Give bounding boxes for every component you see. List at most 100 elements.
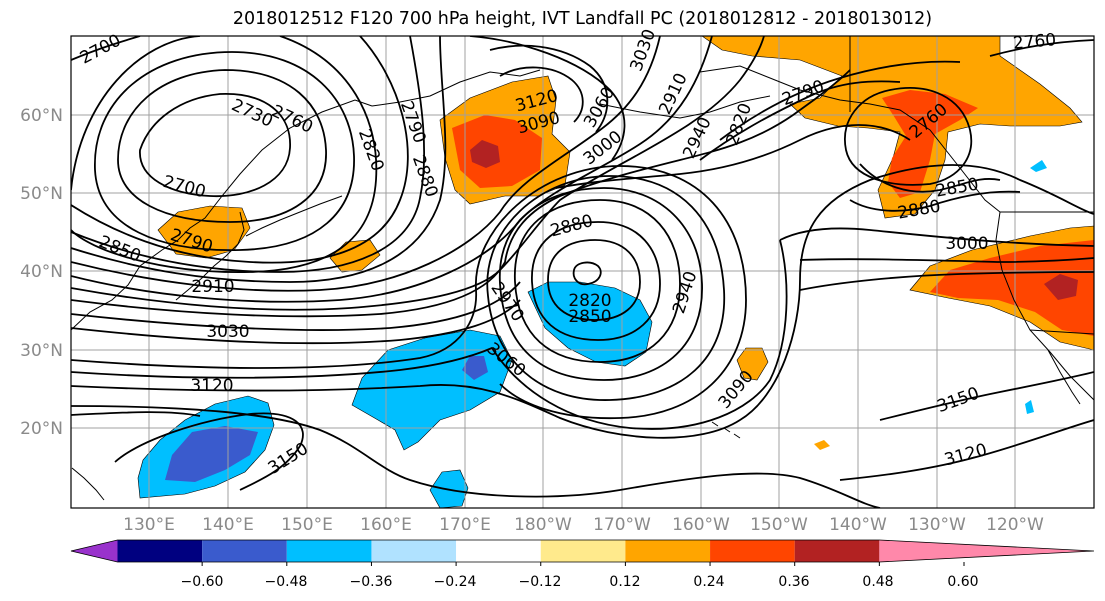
ivt-negative-low-center — [527, 281, 653, 367]
colorbar-bin — [540, 540, 626, 562]
lon-label: 140°E — [202, 515, 254, 535]
lon-label: 170°E — [439, 515, 491, 535]
colorbar-bin — [794, 540, 880, 562]
map-frame — [70, 35, 1095, 509]
lon-label: 140°W — [829, 515, 887, 535]
contour-3060-kamchatka — [71, 36, 626, 345]
contour-cutoff-low-2850 — [531, 221, 661, 341]
longitude-labels: 130°E 140°E 150°E 160°E 170°E 180°W 170°… — [123, 515, 1044, 535]
coastline-philippines — [71, 467, 105, 501]
contour-label: 2820 — [723, 101, 757, 148]
graticule — [71, 36, 1094, 508]
coastline-japan — [175, 211, 245, 301]
colorbar-tick-label: −0.12 — [519, 574, 562, 590]
contour-label: 3120 — [190, 376, 233, 396]
colorbar-tick-label: 0.60 — [947, 574, 978, 590]
contour-label: 2910 — [655, 70, 691, 118]
colorbar-bin — [371, 540, 457, 562]
ivt-positive-alaska — [701, 36, 1083, 219]
contour-label: 2850 — [568, 307, 611, 327]
colorbar-tick-label: −0.48 — [265, 574, 308, 590]
colorbar-tick-label: 0.24 — [693, 574, 724, 590]
contour-3060-central — [71, 239, 788, 430]
coastline-kuril-islands — [245, 195, 343, 237]
coastline-alaska — [699, 65, 1001, 213]
contour-label: 3030 — [627, 27, 661, 74]
contour-3150-south — [114, 412, 304, 491]
contour-3120-south — [71, 405, 881, 508]
contour-2760-east — [844, 87, 973, 186]
colorbar-tick-label: −0.36 — [350, 574, 393, 590]
contour-3090-kamchatka — [489, 44, 609, 133]
lon-label: 160°E — [360, 515, 412, 535]
colorbar-bin — [71, 540, 118, 562]
colorbar-tick-label: −0.60 — [181, 574, 224, 590]
contour-label: 2790 — [396, 99, 430, 146]
contour-2760-northeast — [989, 39, 1094, 57]
ivt-positive-japan — [157, 205, 251, 259]
contour-cutoff-low-2880 — [514, 199, 681, 363]
contour-cutoff-low-inner — [572, 261, 602, 286]
ivt-max-positive-kamchatka — [470, 140, 500, 168]
contour-3150-east — [879, 371, 1094, 421]
colorbar-bin — [202, 540, 287, 562]
ivt-strong-negative-west-pacific — [165, 426, 258, 482]
latitude-labels: 60°N 50°N 40°N 30°N 20°N — [20, 106, 63, 439]
contour-2970-trough — [71, 165, 747, 420]
contour-3030-east — [799, 257, 1094, 263]
height-contours — [71, 36, 1094, 508]
colorbar-bin — [710, 540, 795, 562]
colorbar-bin — [456, 540, 541, 562]
contour-2850-west — [71, 36, 426, 273]
colorbar-tick-label: 0.48 — [862, 574, 893, 590]
contour-2850-east — [859, 163, 1001, 193]
colorbar-bin — [117, 540, 203, 562]
ivt-positive-dot — [814, 440, 830, 450]
coastlines — [71, 36, 1094, 501]
lon-label: 150°W — [750, 515, 808, 535]
contour-2970-north — [71, 36, 765, 311]
contour-3060-east — [799, 271, 1094, 291]
contour-label: 2820 — [354, 127, 388, 174]
contour-2700-low — [139, 93, 291, 197]
ivt-strong-negative-central-pacific — [462, 356, 488, 380]
contour-2910-west — [71, 36, 661, 292]
lon-label: 130°W — [908, 515, 966, 535]
contour-label: 2700 — [161, 172, 208, 203]
lat-label: 30°N — [20, 341, 63, 361]
contour-cutoff-low-2820 — [547, 239, 641, 321]
ivt-negative-dot-a — [1030, 160, 1047, 172]
contour-label: 3060 — [580, 84, 619, 131]
contour-2760-west — [94, 51, 355, 251]
contour-label: 2940 — [679, 114, 715, 162]
lon-label: 180°W — [514, 515, 572, 535]
colorbar-bin — [286, 540, 372, 562]
colorbar-outline — [70, 539, 1095, 563]
colorbar-bin — [879, 540, 1094, 562]
contour-label: 3120 — [942, 440, 989, 471]
lat-label: 50°N — [20, 184, 63, 204]
contour-cutoff-low-2910 — [499, 187, 703, 381]
colorbar-bin — [625, 540, 711, 562]
contour-label: 2760 — [1012, 30, 1057, 54]
contour-2700-northwest — [71, 36, 141, 61]
lon-label: 150°E — [281, 515, 333, 535]
colorbar-ticks — [201, 562, 965, 566]
contour-label: 2880 — [548, 211, 595, 242]
contour-label: 3000 — [580, 127, 626, 169]
contour-label: 2820 — [568, 291, 611, 311]
ivt-shading — [137, 36, 1094, 508]
ivt-strong-positive-west-coast — [930, 240, 1094, 336]
contour-2730 — [117, 69, 327, 223]
colorbar-tick-labels: −0.60 −0.48 −0.36 −0.24 −0.12 0.12 0.24 … — [181, 574, 979, 590]
colorbar-tick-label: −0.24 — [434, 574, 477, 590]
coastline-aleutians — [599, 95, 771, 119]
colorbar-tick-label: 0.36 — [778, 574, 809, 590]
contour-3000-ridge — [71, 69, 851, 318]
ivt-positive-small-b — [736, 347, 769, 381]
border-mexico — [1029, 329, 1094, 335]
contour-2880-east — [849, 190, 1021, 212]
contour-label: 2850 — [934, 174, 980, 201]
contour-2790-west — [71, 36, 378, 273]
